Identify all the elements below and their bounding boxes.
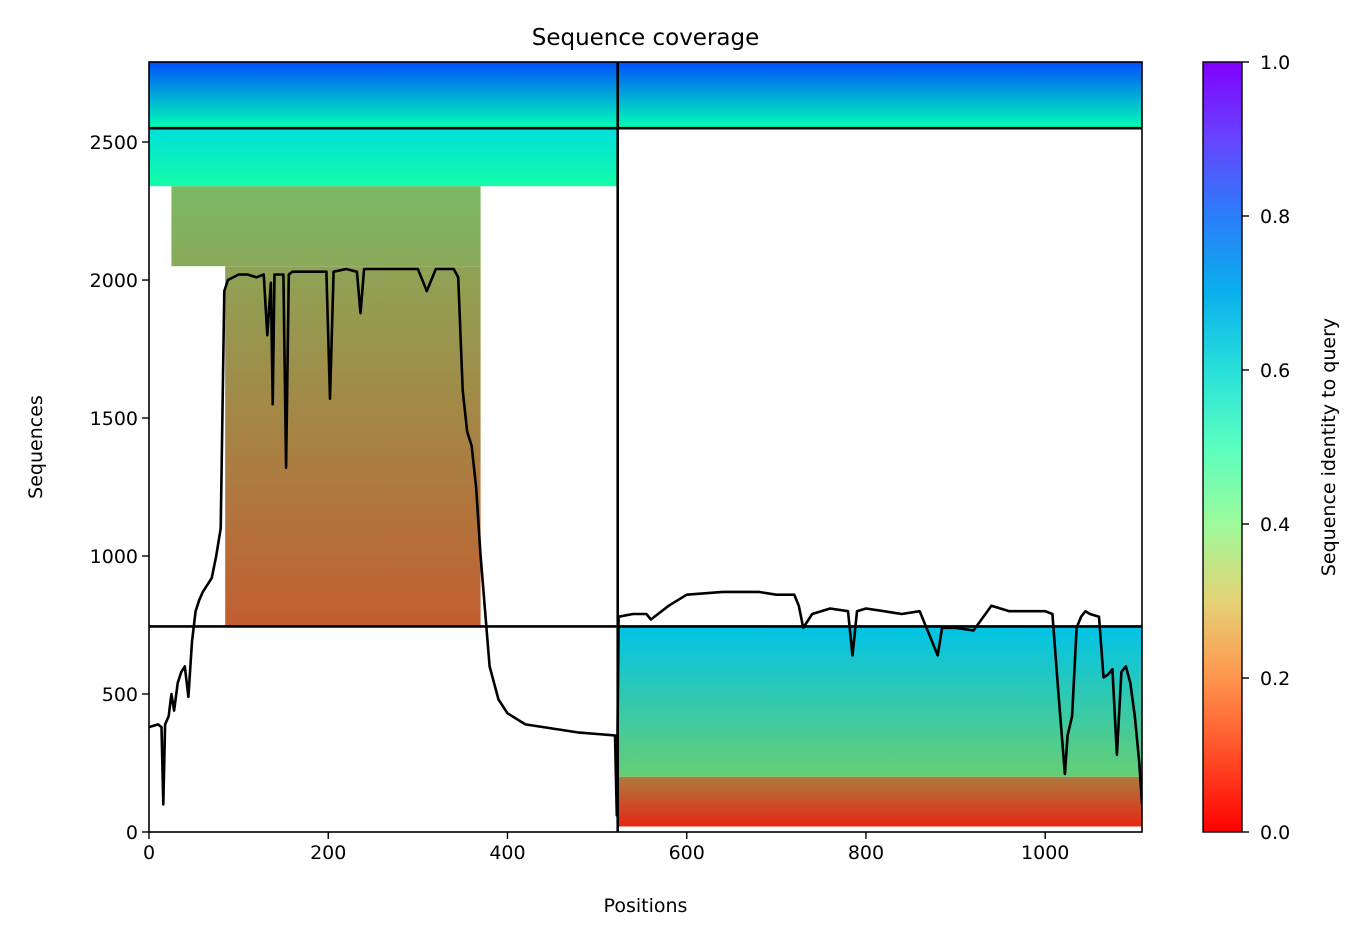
- x-tick-label: 800: [848, 842, 884, 864]
- x-axis-label: Positions: [604, 895, 688, 917]
- x-tick-label: 400: [489, 842, 525, 864]
- sequence-coverage-chart: 0 200 400 600 800 1000 0 500 1000 1500 2000 2500 S…: [0, 0, 1364, 939]
- coverage-block: [618, 777, 1142, 827]
- y-tick-label: 1500: [90, 408, 138, 430]
- colorbar-tick-label: 0.4: [1260, 514, 1290, 536]
- x-tick-label: 1000: [1021, 842, 1069, 864]
- colorbar-ticks: 0.0 0.2 0.4 0.6 0.8 1.0: [1242, 52, 1290, 844]
- chart-title: Sequence coverage: [532, 25, 760, 51]
- x-tick-label: 600: [669, 842, 705, 864]
- coverage-block: [225, 266, 480, 626]
- x-tick-label: 0: [143, 842, 155, 864]
- coverage-block: [149, 62, 618, 128]
- x-axis-ticks: 0 200 400 600 800 1000: [143, 832, 1069, 864]
- y-tick-label: 500: [102, 684, 138, 706]
- y-tick-label: 1000: [90, 546, 138, 568]
- y-tick-label: 0: [126, 822, 138, 844]
- colorbar-tick-label: 0.6: [1260, 360, 1290, 382]
- coverage-block: [149, 128, 618, 186]
- coverage-block: [171, 186, 480, 266]
- x-tick-label: 200: [310, 842, 346, 864]
- colorbar-tick-label: 0.8: [1260, 206, 1290, 228]
- colorbar: [1203, 62, 1242, 832]
- colorbar-tick-label: 0.0: [1260, 822, 1290, 844]
- colorbar-label: Sequence identity to query: [1318, 318, 1340, 576]
- y-tick-label: 2000: [90, 270, 138, 292]
- colorbar-tick-label: 1.0: [1260, 52, 1290, 74]
- y-tick-label: 2500: [90, 132, 138, 154]
- y-axis-ticks: 0 500 1000 1500 2000 2500: [90, 132, 149, 844]
- coverage-block: [618, 62, 1142, 128]
- colorbar-tick-label: 0.2: [1260, 668, 1290, 690]
- y-axis-label: Sequences: [25, 395, 47, 499]
